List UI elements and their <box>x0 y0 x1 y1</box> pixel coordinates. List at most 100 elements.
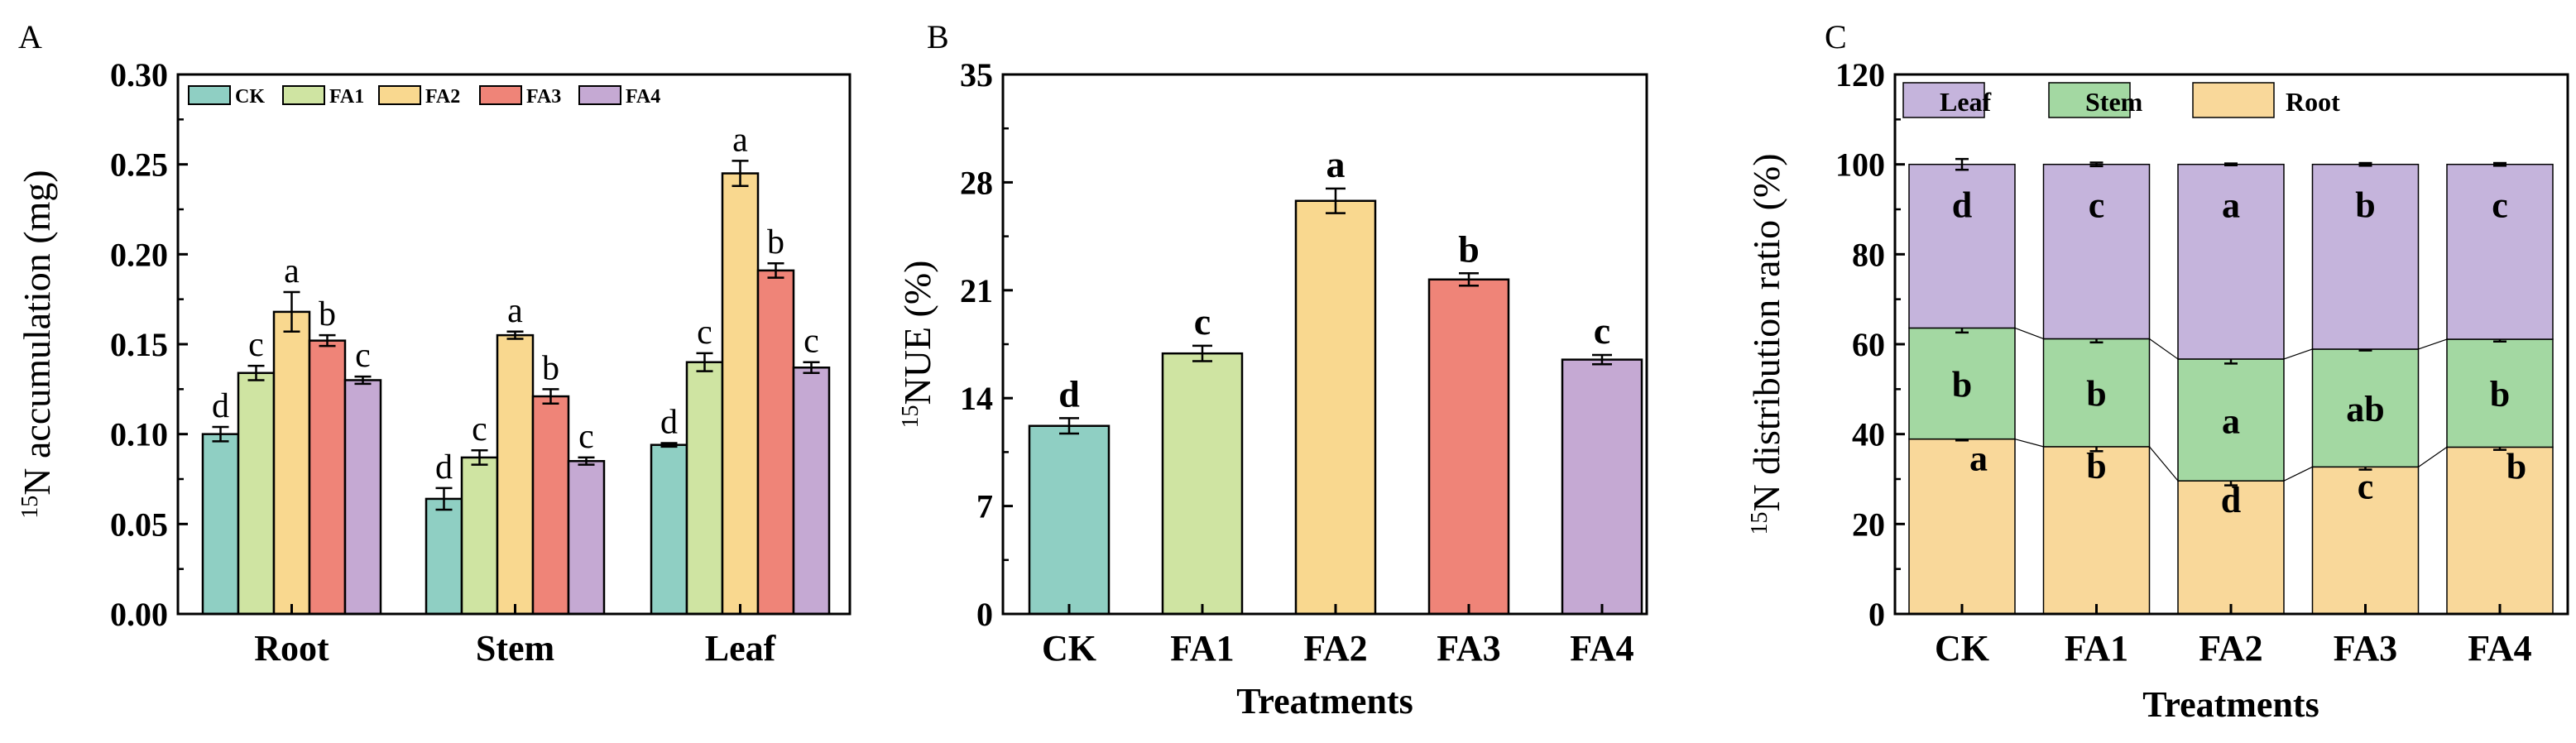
panel-c-xtick-label-fa4: FA4 <box>2468 628 2531 669</box>
stack-stem-fa3 <box>2311 348 2420 468</box>
sig-letter-ck-leaf: d <box>660 404 678 442</box>
stack-root-ck <box>1908 438 2016 615</box>
panel-b: d c a b c CK FA1 FA2 FA3 FA4 0 7 14 21 28 35 15NUE (%)… <box>896 56 1648 721</box>
sig-letter-root-fa3: c <box>2358 466 2374 506</box>
sig-letter-fa3: b <box>1458 228 1480 270</box>
stack-stem-fa2 <box>2177 358 2285 482</box>
panel-a-ylabel-sup: 15 <box>17 496 43 519</box>
sig-letter-ck: d <box>1058 372 1080 415</box>
legend-label-root: Root <box>2286 87 2340 117</box>
sig-letter-fa3-leaf: b <box>767 223 784 261</box>
sig-letter-fa1: c <box>1194 300 1211 343</box>
legend-swatch-fa3 <box>479 85 522 105</box>
stack-leaf-fa1 <box>2042 163 2151 340</box>
sig-letter-stem-fa1: b <box>2086 374 2106 415</box>
panel-a-legend: CK FA1 FA2 FA3 FA4 <box>188 85 660 108</box>
panel-a-ytick-label: 0.05 <box>110 506 168 543</box>
legend-label-fa3: FA3 <box>526 86 561 108</box>
legend-swatch-fa4 <box>578 85 621 105</box>
sig-letter-fa2-leaf: a <box>732 121 748 159</box>
sig-letter-fa1-stem: c <box>472 410 487 448</box>
sig-letter-fa1-root: c <box>248 326 264 364</box>
sig-letter-ck-root: d <box>212 387 229 425</box>
panel-b-ylabel: 15NUE (%) <box>896 261 938 429</box>
bar-fa2-leaf <box>721 172 760 616</box>
panel-c-ylabel-sup: 15 <box>1747 512 1772 535</box>
sig-letter-fa4-leaf: c <box>804 323 819 361</box>
bar-fa4 <box>1561 358 1643 616</box>
sig-letter-ck-stem: d <box>435 448 453 487</box>
legend-label-leaf: Leaf <box>1940 87 1992 117</box>
panel-a-xtick-label-stem: Stem <box>476 628 554 669</box>
panel-b-ytick-label: 21 <box>960 272 993 309</box>
panel-c-ytick-label: 60 <box>1852 326 1885 363</box>
stack-connector-stem <box>2149 338 2179 360</box>
sig-letter-leaf-fa3: b <box>2355 185 2375 226</box>
panel-b-ytick-label: 14 <box>960 380 993 417</box>
sig-letter-fa1-leaf: c <box>697 314 712 352</box>
bar-ck-stem <box>425 497 463 616</box>
legend-label-fa1: FA1 <box>329 86 364 108</box>
legend-swatch-root <box>2192 82 2275 118</box>
panel-b-ytick-label: 0 <box>976 596 993 633</box>
stack-connector-stem <box>2014 327 2044 340</box>
panel-a-ylabel: 15N accumulation (mg) <box>16 170 58 518</box>
panel-b-ytick-label: 28 <box>960 164 993 201</box>
stack-stem-fa1 <box>2042 338 2151 448</box>
stack-root-fa4 <box>2446 446 2554 615</box>
sig-letter-stem-ck: b <box>1952 365 1972 405</box>
panel-a-xtick-label-leaf: Leaf <box>705 628 777 669</box>
sig-letter-fa2-root: a <box>284 252 300 290</box>
panel-c-ytick-label: 0 <box>1868 596 1885 633</box>
bar-fa1-root <box>237 372 276 616</box>
bar-fa4-leaf <box>792 367 831 616</box>
panel-c-ytick-label: 80 <box>1852 236 1885 273</box>
stack-connector-stem <box>2283 348 2313 360</box>
panel-c-axes: CK FA1 FA2 FA3 FA4 0 20 40 60 80 100 120 <box>1835 56 2532 669</box>
sig-letter-root-fa4: b <box>2506 446 2526 487</box>
panel-b-xtick-label-fa1: FA1 <box>1170 628 1234 669</box>
panel-c-ylabel-text: N distribution ratio (%) <box>1745 153 1787 511</box>
panel-c-xtick-label-fa1: FA1 <box>2065 628 2128 669</box>
sig-letter-root-fa2: d <box>2221 480 2241 520</box>
legend-swatch-stem <box>2048 82 2131 118</box>
sig-letter-fa3-stem: b <box>542 349 559 387</box>
bar-fa2-stem <box>496 333 535 616</box>
panel-label-b: B <box>927 18 949 55</box>
panel-c-ytick-label: 120 <box>1835 56 1885 93</box>
bar-fa2 <box>1294 199 1377 616</box>
panel-a-ylabel-text: N accumulation (mg) <box>16 170 58 495</box>
panel-b-xtick-label-ck: CK <box>1042 628 1096 669</box>
stack-root-fa2 <box>2177 480 2285 615</box>
bar-fa1-leaf <box>685 361 724 616</box>
bar-fa3-stem <box>531 395 570 616</box>
panel-a-ytick-label: 0.10 <box>110 416 168 453</box>
legend-label-fa2: FA2 <box>425 86 460 108</box>
bar-fa4-stem <box>567 460 606 616</box>
bar-ck-root <box>201 433 240 616</box>
stack-leaf-fa3 <box>2311 163 2420 350</box>
panel-b-xtick-label-fa2: FA2 <box>1303 628 1367 669</box>
panel-label-a: A <box>18 18 42 55</box>
bar-fa3-root <box>308 339 347 616</box>
sig-letter-stem-fa4: b <box>2490 374 2510 415</box>
panel-b-marks: d c a b c <box>1028 143 1643 616</box>
stack-connector-stem <box>2418 338 2448 350</box>
panel-c-xtick-label-fa3: FA3 <box>2334 628 2397 669</box>
panel-b-xlabel: Treatments <box>1236 681 1413 721</box>
panel-a-axes: Root Stem Leaf 0.00 0.05 0.10 0.15 0.20 0.25 0.30 <box>110 56 777 669</box>
stack-stem-fa4 <box>2446 338 2554 448</box>
stack-stem-ck <box>1908 327 2016 440</box>
bar-fa3 <box>1427 278 1510 616</box>
legend-swatch-ck <box>188 85 231 105</box>
bar-ck-leaf <box>650 443 688 616</box>
sig-letter-root-ck: a <box>1969 439 1988 479</box>
bar-fa4-root <box>343 379 382 616</box>
legend-label-fa4: FA4 <box>626 86 660 108</box>
panel-b-ytick-label: 35 <box>960 56 993 93</box>
panel-c-ytick-label: 100 <box>1835 146 1885 184</box>
bar-fa2-root <box>272 310 311 616</box>
sig-letter-root-fa1: b <box>2086 446 2106 487</box>
sig-letter-fa4-root: c <box>355 337 371 375</box>
